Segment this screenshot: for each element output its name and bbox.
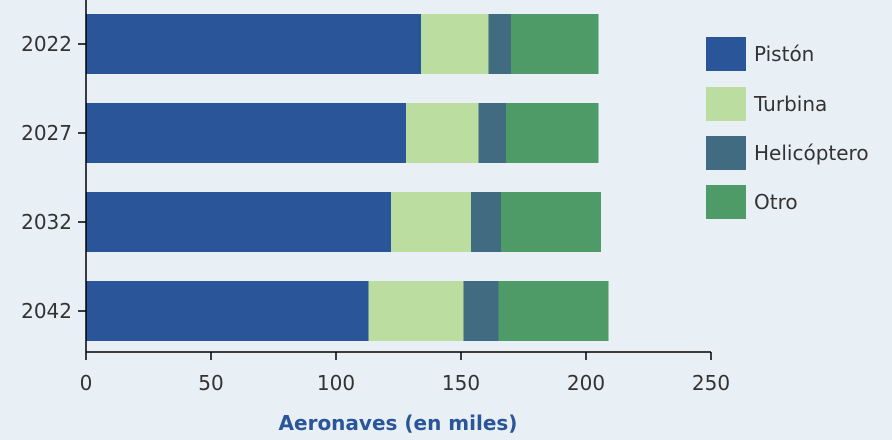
legend-label-turbina: Turbina	[753, 92, 827, 116]
y-categories-group: 2022 2027 2032 2042	[21, 32, 86, 323]
legend-label-pistón: Pistón	[754, 42, 814, 66]
x-axis-label: Aeronaves (en miles)	[279, 411, 518, 435]
category-label-2027: 2027	[21, 121, 72, 145]
x-tick-label: 50	[198, 371, 223, 395]
x-tick-label: 250	[692, 371, 730, 395]
bar-2027-pistón	[86, 103, 406, 163]
bar-2042-turbina	[368, 281, 464, 341]
category-label-2032: 2032	[21, 210, 72, 234]
bar-2032-turbina	[391, 192, 471, 252]
axes-group	[85, 0, 711, 353]
category-label-2042: 2042	[21, 299, 72, 323]
bar-2032-otro	[501, 192, 601, 252]
x-tick-label: 150	[442, 371, 480, 395]
x-tick-label: 200	[567, 371, 605, 395]
bars-group	[86, 14, 609, 341]
legend-swatch-turbina	[706, 87, 746, 121]
legend: Pistón Turbina Helicóptero Otro	[706, 37, 869, 219]
x-ticks-group: 0 50 100 150 200 250	[80, 352, 730, 395]
legend-swatch-otro	[706, 185, 746, 219]
bar-2022-pistón	[86, 14, 421, 74]
legend-swatch-pistón	[706, 37, 746, 71]
bar-2042-helicóptero	[463, 281, 499, 341]
bar-2032-pistón	[86, 192, 391, 252]
x-tick-label: 0	[80, 371, 93, 395]
bar-2027-helicóptero	[478, 103, 506, 163]
category-label-2022: 2022	[21, 32, 72, 56]
legend-label-otro: Otro	[754, 190, 798, 214]
legend-label-helicóptero: Helicóptero	[754, 141, 869, 165]
legend-swatch-helicóptero	[706, 136, 746, 170]
bar-2022-turbina	[421, 14, 489, 74]
bar-2027-otro	[506, 103, 599, 163]
bar-2027-turbina	[406, 103, 479, 163]
bar-2022-helicóptero	[488, 14, 511, 74]
x-tick-label: 100	[317, 371, 355, 395]
bar-2042-otro	[498, 281, 609, 341]
bar-2022-otro	[511, 14, 599, 74]
bar-2042-pistón	[86, 281, 369, 341]
bar-2032-helicóptero	[471, 192, 501, 252]
